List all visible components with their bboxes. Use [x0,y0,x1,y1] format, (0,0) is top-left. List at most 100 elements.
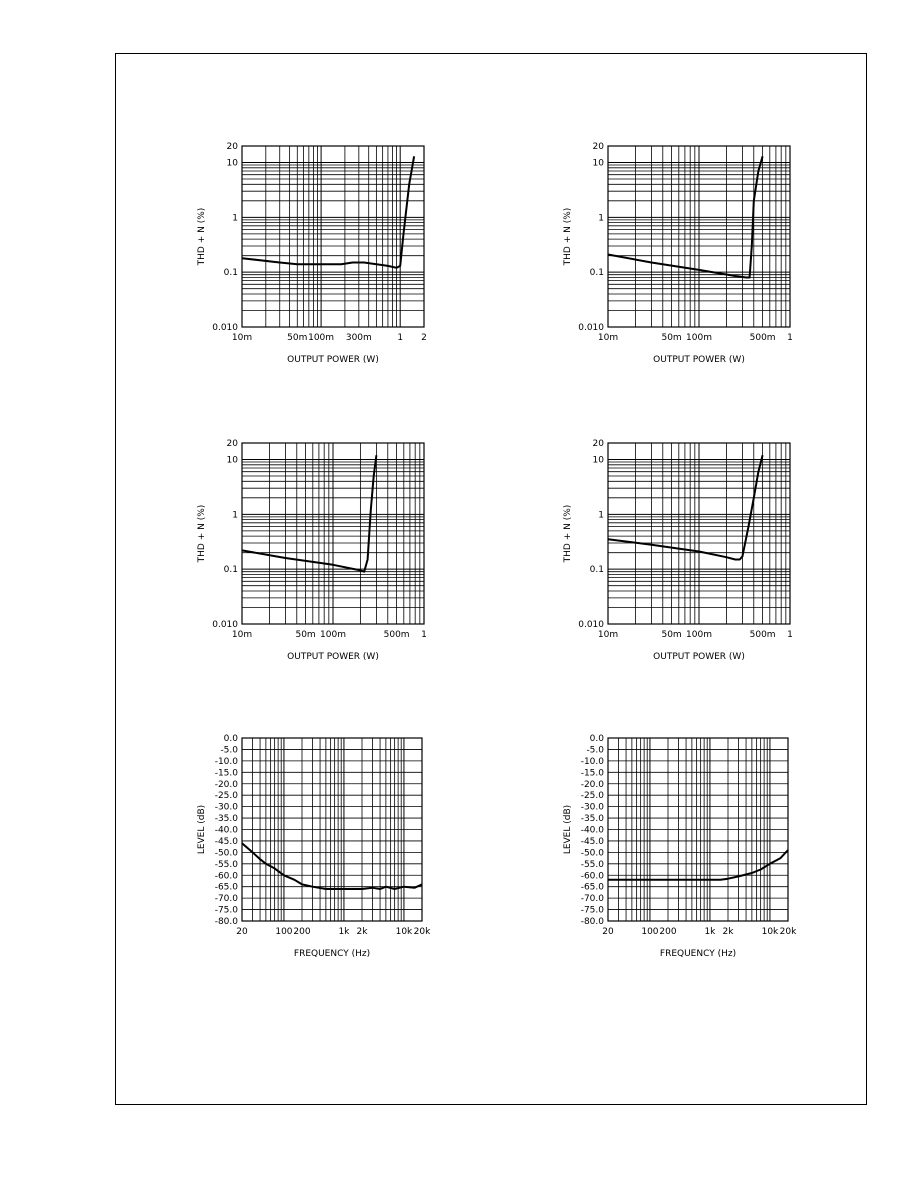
x-tick-label: 100m [320,630,346,640]
y-axis-label: THD + N (%) [197,208,207,267]
x-tick-label: 300m [346,333,372,343]
series-line [241,842,423,890]
y-tick-label: 0.010 [578,323,604,333]
x-tick-label: 200 [659,927,676,937]
series-line [608,849,789,881]
x-tick-label: 50m [661,630,681,640]
x-tick-label: 100 [275,927,292,937]
y-tick-label: -30.0 [215,803,239,813]
x-axis-label: OUTPUT POWER (W) [653,355,745,365]
x-tick-label: 500m [750,333,776,343]
x-tick-label: 10m [598,630,618,640]
y-tick-label: -55.0 [215,860,239,870]
x-tick-label: 2 [421,333,427,343]
y-tick-label: -75.0 [581,906,605,916]
y-tick-label: 0.010 [212,620,238,630]
x-tick-label: 10k [762,927,779,937]
x-tick-label: 20 [236,927,248,937]
x-tick-label: 100 [641,927,658,937]
y-tick-label: -70.0 [215,894,239,904]
series-line [241,455,378,573]
y-tick-label: 10 [227,456,239,466]
y-tick-label: -45.0 [581,837,605,847]
x-tick-label: 200 [293,927,310,937]
y-tick-label: -25.0 [215,791,239,801]
x-tick-label: 100m [308,333,334,343]
x-axis-label: FREQUENCY (Hz) [294,949,370,959]
y-tick-label: 1 [232,213,238,223]
y-tick-label: -35.0 [581,814,605,824]
y-tick-label: 0.010 [578,620,604,630]
x-tick-label: 1 [787,333,793,343]
y-tick-label: 0.010 [212,323,238,333]
y-tick-label: -50.0 [215,848,239,858]
x-tick-label: 500m [384,630,410,640]
y-tick-label: 0.1 [590,268,604,278]
y-tick-label: 0.0 [224,734,239,744]
x-tick-label: 20 [602,927,614,937]
y-tick-label: -80.0 [215,917,239,927]
y-tick-label: -15.0 [581,768,605,778]
y-tick-label: -75.0 [215,906,239,916]
y-tick-label: -20.0 [215,780,239,790]
y-axis-label: THD + N (%) [563,505,573,564]
x-axis-label: OUTPUT POWER (W) [287,652,379,662]
y-tick-label: -45.0 [215,837,239,847]
y-tick-label: -50.0 [581,848,605,858]
y-tick-label: 1 [598,213,604,223]
x-tick-label: 500m [750,630,776,640]
x-tick-label: 100m [686,333,712,343]
y-axis-label: THD + N (%) [563,208,573,267]
y-tick-label: -5.0 [586,745,604,755]
plot-frame [607,737,789,922]
y-tick-label: -20.0 [581,780,605,790]
y-tick-label: 0.1 [224,565,238,575]
grid-lines [241,145,425,328]
y-tick-label: 10 [593,456,605,466]
y-tick-label: 0.0 [590,734,605,744]
plot-frame [607,145,791,328]
series-line [241,156,416,269]
x-tick-label: 100m [686,630,712,640]
y-tick-label: -70.0 [581,894,605,904]
plot-frame [241,442,425,625]
x-tick-label: 20k [780,927,797,937]
y-tick-label: -10.0 [581,757,605,767]
x-tick-label: 10m [232,333,252,343]
y-tick-label: 20 [593,142,605,152]
y-tick-label: -40.0 [581,826,605,836]
y-tick-label: 20 [227,439,239,449]
plot-frame [607,442,791,625]
y-tick-label: 1 [598,510,604,520]
x-tick-label: 50m [287,333,307,343]
x-tick-label: 10k [396,927,413,937]
x-tick-label: 2k [357,927,369,937]
y-tick-label: -65.0 [581,883,605,893]
x-tick-label: 2k [723,927,735,937]
y-tick-label: -60.0 [581,871,605,881]
y-tick-label: -5.0 [220,745,238,755]
x-tick-label: 10m [598,333,618,343]
page-frame [115,53,867,1105]
plot-frame [241,737,423,922]
grid-lines [607,737,789,922]
x-axis-label: OUTPUT POWER (W) [653,652,745,662]
y-tick-label: -25.0 [581,791,605,801]
x-tick-label: 1 [397,333,403,343]
y-tick-label: -65.0 [215,883,239,893]
y-tick-label: -55.0 [581,860,605,870]
x-tick-label: 1 [421,630,427,640]
y-tick-label: 1 [232,510,238,520]
x-tick-label: 50m [661,333,681,343]
x-tick-label: 20k [414,927,431,937]
x-axis-label: FREQUENCY (Hz) [660,949,736,959]
x-tick-label: 1 [787,630,793,640]
x-tick-label: 1k [338,927,350,937]
y-tick-label: -10.0 [215,757,239,767]
y-tick-label: -60.0 [215,871,239,881]
